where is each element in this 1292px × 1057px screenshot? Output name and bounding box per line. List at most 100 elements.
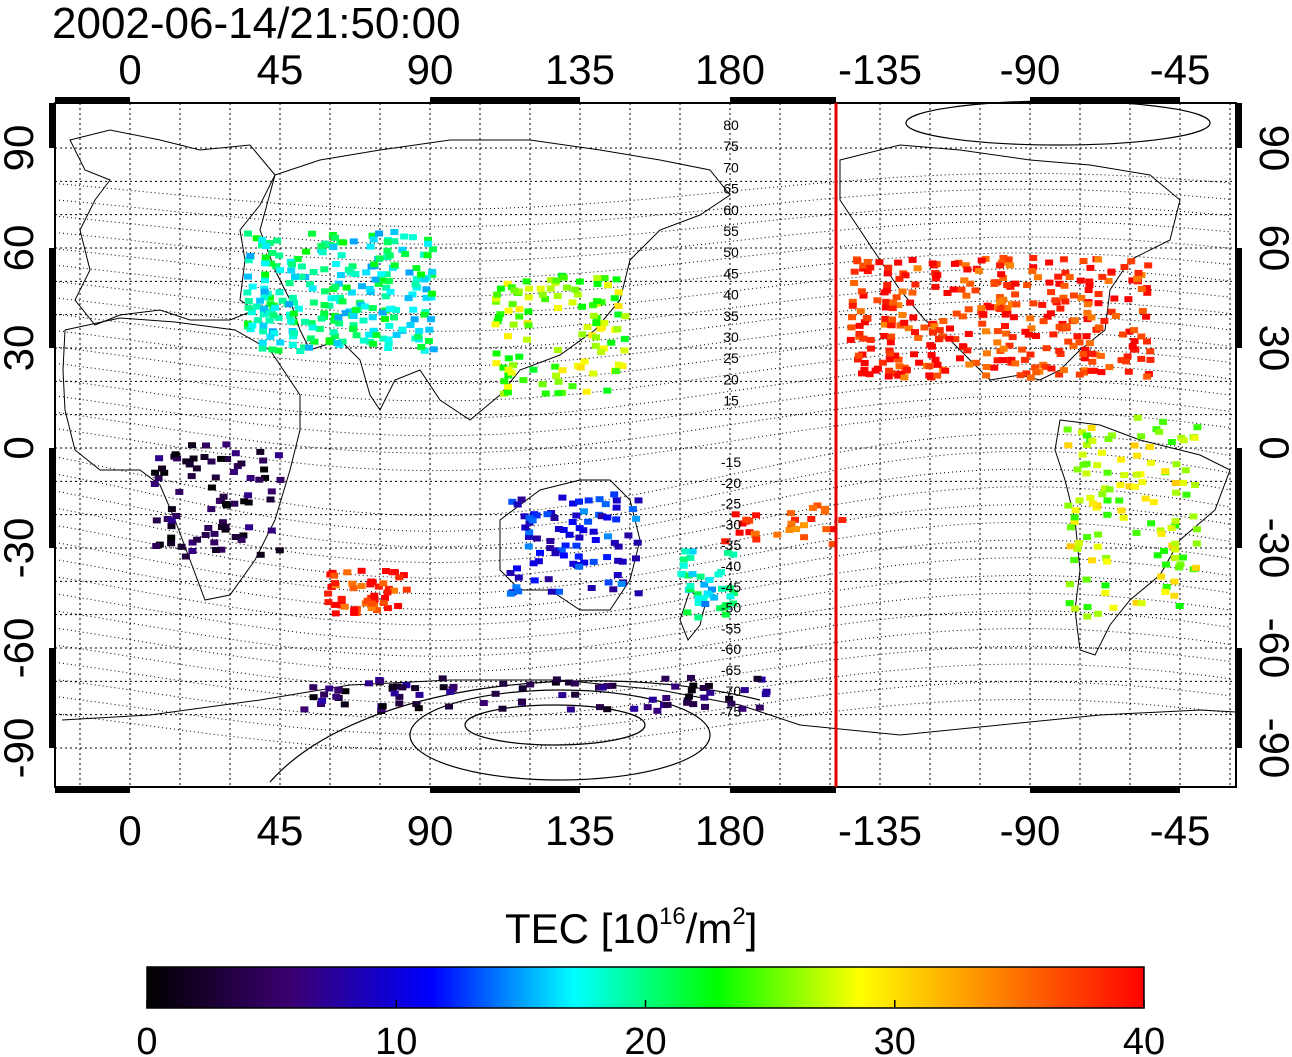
tec-pixel	[339, 239, 348, 246]
tec-pixel	[378, 309, 387, 316]
tec-pixel	[504, 307, 513, 314]
tec-pixel	[500, 378, 509, 385]
right-axis-band	[1236, 103, 1242, 148]
tec-pixel	[1080, 369, 1088, 376]
tec-pixel	[417, 344, 426, 350]
tec-pixel	[889, 299, 897, 306]
tec-pixel	[681, 548, 690, 555]
tec-pixel	[596, 325, 605, 332]
tec-pixel	[813, 502, 822, 509]
tec-pixel	[412, 265, 421, 272]
europe-coast	[69, 129, 276, 326]
tec-pixel	[740, 687, 749, 694]
tec-pixel	[1056, 305, 1065, 312]
colorbar-tick-label: 30	[874, 1021, 916, 1057]
tec-pixel	[1079, 461, 1088, 468]
tec-pixel	[285, 280, 294, 287]
lat-tick-right: 60	[1251, 225, 1292, 272]
tec-pixel	[1005, 342, 1014, 349]
tec-pixel	[1075, 371, 1084, 378]
tec-pixel	[614, 361, 623, 368]
tec-pixel	[1083, 301, 1092, 308]
tec-pixel	[269, 312, 278, 319]
lat-tick-right: 30	[1251, 325, 1292, 372]
tec-pixel	[385, 252, 394, 259]
tec-pixel	[993, 328, 1002, 335]
tec-pixel	[320, 310, 329, 317]
tec-pixel	[270, 330, 279, 337]
tec-pixel	[274, 314, 283, 321]
tec-pixel	[729, 600, 738, 607]
tec-pixel	[1086, 494, 1095, 501]
tec-pixel	[384, 278, 393, 285]
tec-pixel	[689, 701, 698, 708]
tec-pixel	[894, 259, 903, 266]
tec-pixel	[928, 329, 937, 336]
tec-pixel	[509, 362, 518, 369]
tec-pixel	[603, 683, 612, 689]
tec-pixel	[1086, 264, 1095, 271]
dip-latitude-curve	[54, 172, 1232, 210]
tec-pixel	[604, 533, 612, 540]
tec-pixel	[285, 301, 293, 308]
tec-pixel	[925, 363, 934, 370]
tec-pixel	[541, 296, 550, 303]
tec-pixel	[1181, 467, 1190, 474]
tec-pixel	[1087, 367, 1096, 374]
tec-pixel	[685, 693, 694, 700]
tec-pixel	[1093, 502, 1102, 509]
tec-pixel	[525, 533, 533, 540]
tec-pixel	[598, 684, 607, 691]
tec-pixel	[597, 299, 606, 306]
tec-pixel	[200, 454, 209, 460]
tec-pixel	[928, 260, 937, 267]
tec-pixel	[412, 701, 421, 708]
tec-pixel	[349, 585, 358, 592]
tec-pixel	[752, 512, 761, 519]
tec-pixel	[479, 700, 488, 706]
tec-pixel	[854, 352, 863, 359]
tec-pixel	[1137, 286, 1146, 292]
tec-pixel	[895, 363, 904, 370]
tec-pixel	[1031, 364, 1040, 371]
tec-pixel	[881, 315, 890, 322]
tec-pixel	[375, 255, 384, 262]
tec-pixel	[267, 527, 276, 534]
tec-pixel	[369, 327, 378, 334]
tec-pixel	[296, 348, 305, 354]
tec-pixel	[757, 676, 766, 683]
tec-pixel	[1103, 511, 1112, 518]
tec-pixel	[405, 269, 414, 276]
tec-pixel	[961, 262, 970, 269]
tec-pixel	[1105, 486, 1114, 493]
tec-pixel	[210, 530, 219, 537]
tec-pixel	[287, 267, 296, 274]
tec-pixel	[309, 269, 318, 275]
tec-pixel	[337, 595, 346, 602]
tec-pixel	[369, 236, 378, 243]
tec-pixel	[1088, 500, 1097, 507]
tec-pixel	[863, 268, 872, 275]
tec-pixel	[300, 344, 309, 351]
tec-pixel	[333, 340, 342, 346]
tec-pixel	[898, 312, 907, 318]
tec-pixel	[587, 585, 596, 591]
tec-pixel	[514, 288, 523, 295]
tec-pixel	[525, 529, 534, 536]
tec-pixel	[1026, 351, 1035, 358]
tec-pixel	[960, 277, 969, 284]
tec-pixel	[949, 286, 958, 293]
tec-pixel	[688, 548, 697, 555]
tec-pixel	[394, 603, 403, 609]
tec-pixel	[1172, 489, 1181, 496]
tec-pixel	[554, 526, 563, 532]
tec-pixel	[584, 518, 593, 525]
tec-pixel	[331, 580, 339, 587]
tec-pixel	[1071, 507, 1080, 514]
dip-label-north: 75	[723, 138, 739, 154]
colorbar-tick-label: 10	[375, 1021, 417, 1057]
tec-pixel	[492, 360, 501, 367]
tec-pixel	[507, 369, 516, 376]
tec-pixel	[248, 322, 257, 329]
tec-pixel	[261, 254, 270, 261]
